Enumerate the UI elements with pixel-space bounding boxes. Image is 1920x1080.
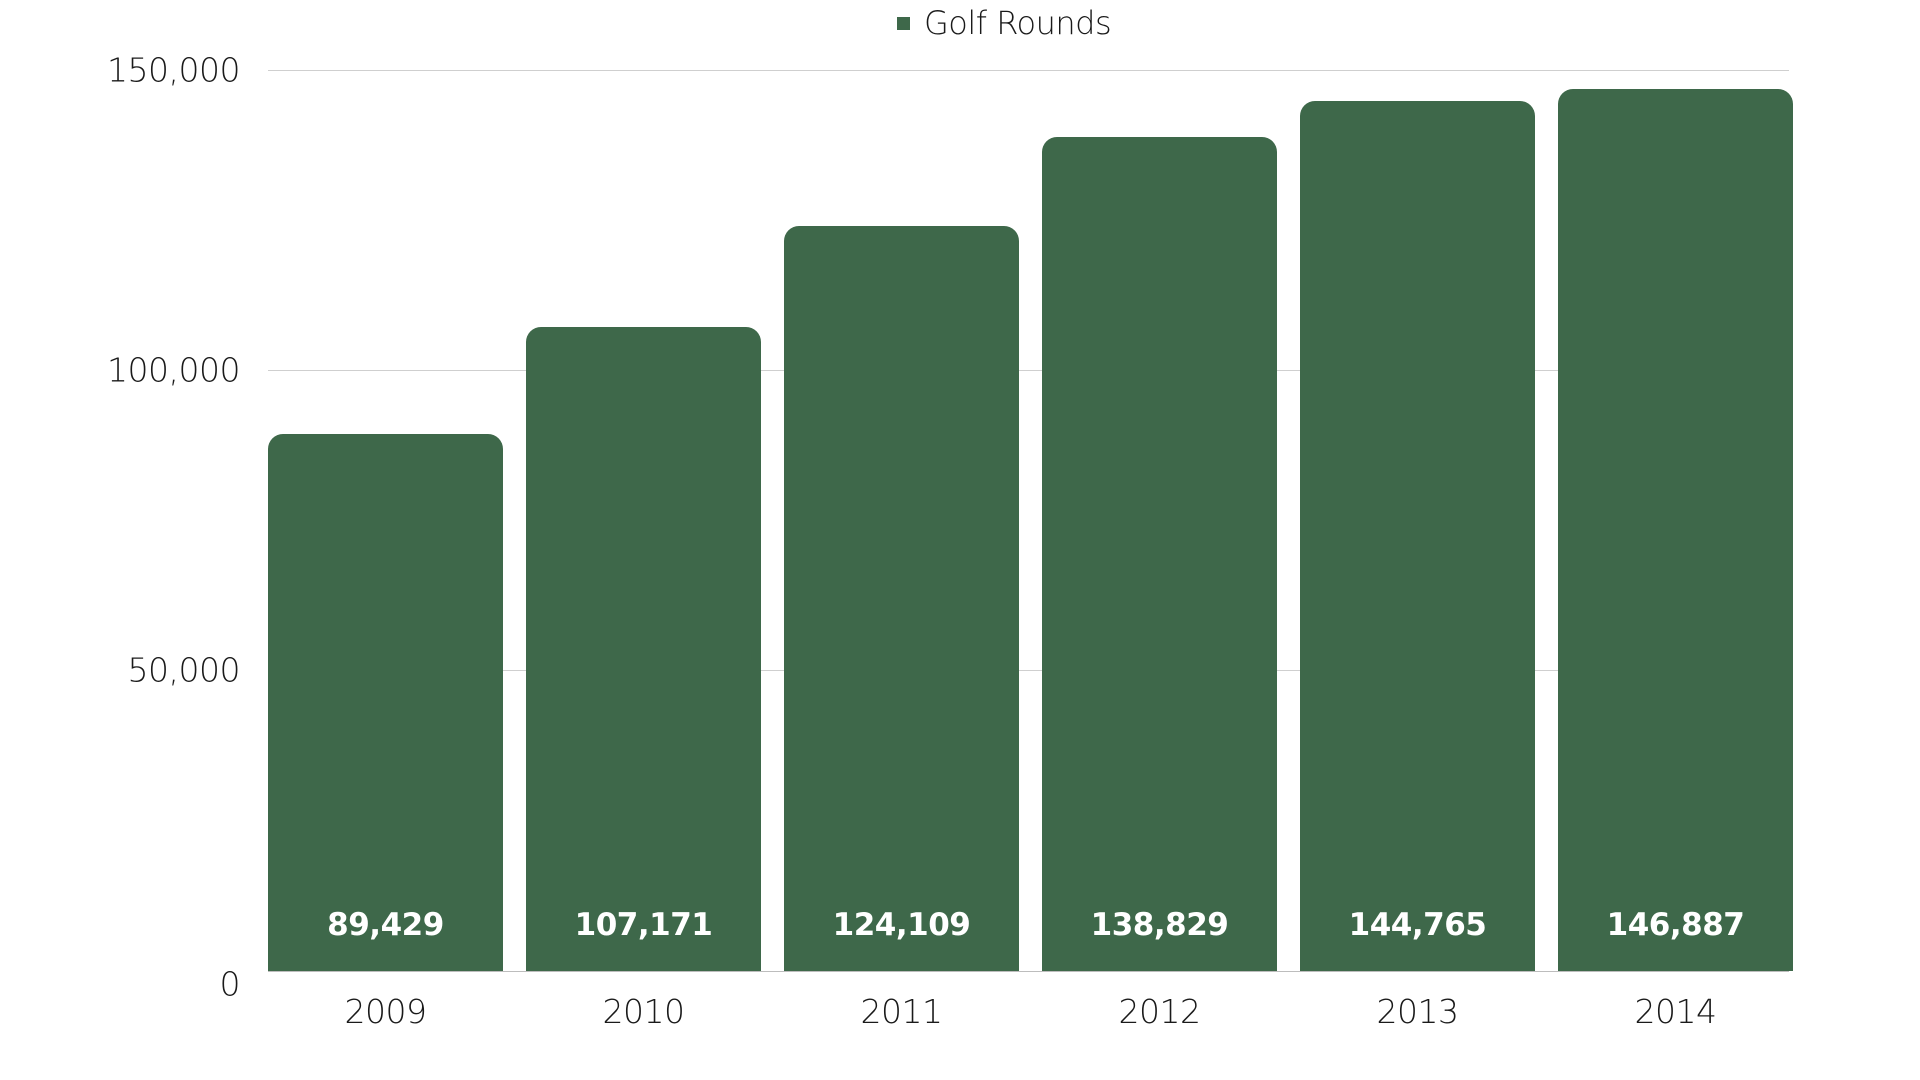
legend: Golf Rounds bbox=[897, 2, 1112, 44]
bar-2011: 124,109 bbox=[784, 225, 1019, 971]
gridline-50000 bbox=[268, 670, 1789, 671]
x-tick-2010: 2010 bbox=[602, 992, 685, 1031]
y-tick-0: 0 bbox=[219, 964, 241, 1004]
legend-swatch-icon bbox=[897, 16, 910, 30]
bar-2013: 144,765 bbox=[1300, 101, 1535, 971]
bar-value-label: 146,887 bbox=[1606, 906, 1745, 943]
x-tick-2014: 2014 bbox=[1634, 992, 1717, 1031]
x-tick-2009: 2009 bbox=[344, 992, 427, 1031]
bar-2014: 146,887 bbox=[1558, 88, 1793, 971]
bar-value-label: 89,429 bbox=[327, 906, 444, 943]
gridline-150000 bbox=[268, 70, 1789, 71]
x-tick-2013: 2013 bbox=[1376, 992, 1459, 1031]
bar-value-label: 138,829 bbox=[1090, 906, 1229, 943]
bar-value-label: 107,171 bbox=[574, 906, 713, 943]
x-tick-2011: 2011 bbox=[860, 992, 943, 1031]
legend-label: Golf Rounds bbox=[924, 4, 1112, 42]
bar-2010: 107,171 bbox=[526, 327, 761, 971]
x-tick-2012: 2012 bbox=[1118, 992, 1201, 1031]
bar-2009: 89,429 bbox=[268, 433, 503, 971]
y-tick-150000: 150,000 bbox=[107, 50, 240, 90]
bar-2012: 138,829 bbox=[1042, 137, 1277, 971]
y-tick-100000: 100,000 bbox=[107, 350, 240, 390]
y-tick-50000: 50,000 bbox=[127, 650, 241, 690]
gridline-100000 bbox=[268, 370, 1789, 371]
bar-value-label: 144,765 bbox=[1348, 906, 1487, 943]
x-axis-line bbox=[268, 971, 1789, 972]
bar-value-label: 124,109 bbox=[832, 906, 971, 943]
